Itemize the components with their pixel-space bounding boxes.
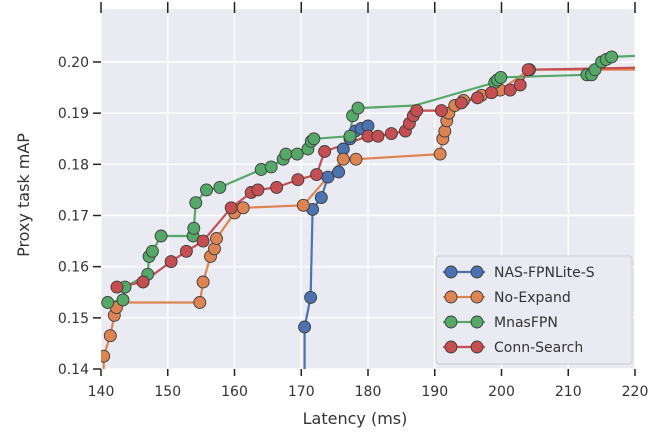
x-tick-labels: 140 150 160 170 180 190 200 210 220 (88, 369, 649, 400)
x-tick-label: 140 (88, 384, 115, 400)
nas-fpnlite-s-point (321, 170, 335, 184)
legend-label-nas-fpnlite-s: NAS-FPNLite-S (494, 265, 595, 281)
x-tick-label: 160 (221, 384, 248, 400)
nas-fpnlite-s-point (304, 290, 318, 304)
no-expand-point (296, 198, 310, 212)
mnasfpn-point (351, 101, 365, 115)
top-tick-marks (100, 2, 636, 13)
conn-search-point (434, 104, 448, 118)
y-axis-title: Proxy task mAP (14, 133, 33, 257)
legend-marker-mnasfpn (470, 315, 484, 329)
legend-marker-nas-fpnlite-s (444, 265, 458, 279)
conn-search-point (224, 201, 238, 215)
conn-search-point (521, 63, 535, 77)
no-expand-point (433, 147, 447, 161)
y-tick-label: 0.20 (58, 55, 89, 71)
mnasfpn-point (494, 70, 508, 84)
legend-marker-no-expand (444, 290, 458, 304)
series-points (101, 50, 619, 363)
conn-search-point (471, 91, 484, 105)
mnasfpn-point (187, 221, 201, 235)
no-expand-point (236, 201, 250, 215)
x-tick-label: 170 (288, 384, 315, 400)
mnasfpn-point (101, 296, 115, 309)
nas-fpnlite-s-point (298, 320, 312, 334)
y-tick-label: 0.16 (58, 260, 89, 276)
legend-box (435, 255, 633, 365)
no-expand-point (103, 329, 117, 343)
conn-search-point (318, 145, 332, 158)
x-tick-label: 150 (154, 384, 181, 400)
no-expand-point (349, 152, 363, 166)
mnasfpn-point (213, 180, 227, 194)
conn-search-point (513, 78, 527, 92)
conn-search-point (485, 86, 498, 100)
legend-marker-mnasfpn (444, 315, 458, 329)
mnasfpn-point (343, 129, 357, 143)
mnasfpn-point (264, 160, 278, 174)
conn-search-point (136, 275, 150, 289)
mnasfpn-point (116, 293, 130, 307)
x-tick-label: 200 (488, 384, 515, 400)
legend-label-conn-search: Conn-Search (494, 340, 583, 356)
legend-marker-conn-search (470, 340, 484, 354)
mnasfpn-point (290, 147, 304, 161)
y-tick-label: 0.18 (58, 157, 89, 173)
x-tick-label: 220 (622, 384, 649, 400)
y-tick-label: 0.17 (58, 209, 89, 225)
conn-search-point (371, 129, 385, 143)
mnasfpn-point (154, 229, 168, 243)
x-tick-label: 210 (555, 384, 582, 400)
y-tick-label: 0.14 (58, 362, 89, 378)
nas-fpnlite-s-point (332, 165, 346, 179)
y-tick-label: 0.15 (58, 311, 89, 327)
y-tick-labels: 0.14 0.15 0.16 0.17 0.18 0.19 0.20 (58, 55, 101, 378)
x-axis-title: Latency (ms) (303, 409, 408, 428)
legend-label-no-expand: No-Expand (494, 290, 571, 306)
mnasfpn-point (279, 147, 293, 161)
no-expand-point (196, 275, 210, 289)
conn-search-point (454, 96, 468, 110)
no-expand-point (210, 232, 223, 245)
y-tick-label: 0.19 (58, 106, 89, 122)
legend-marker-nas-fpnlite-s (470, 265, 484, 279)
legend-label-mnasfpn: MnasFPN (494, 315, 558, 331)
legend: NAS-FPNLite-S No-Expand MnasFPN Conn-Search (435, 255, 633, 365)
conn-search-point (251, 183, 265, 197)
conn-search-point (270, 180, 284, 194)
mnasfpn-point (189, 196, 203, 210)
conn-search-point (310, 168, 324, 182)
x-tick-label: 190 (421, 384, 448, 400)
conn-search-point (291, 173, 305, 187)
no-expand-point (101, 349, 111, 363)
conn-search-point (179, 244, 193, 258)
no-expand-point (193, 296, 207, 309)
no-expand-point (336, 152, 350, 166)
conn-search-point (196, 234, 210, 248)
mnasfpn-point (145, 244, 159, 258)
legend-marker-conn-search (444, 340, 458, 354)
conn-search-point (410, 104, 424, 118)
mnasfpn-point (605, 50, 619, 64)
conn-search-point (384, 127, 398, 141)
x-tick-label: 180 (355, 384, 382, 400)
conn-search-point (503, 83, 517, 97)
conn-search-point (110, 280, 124, 294)
conn-search-point (164, 255, 178, 269)
mnasfpn-point (307, 132, 321, 146)
mnasfpn-point (200, 183, 213, 197)
legend-marker-no-expand (470, 290, 484, 304)
nas-fpnlite-s-point (314, 191, 328, 205)
